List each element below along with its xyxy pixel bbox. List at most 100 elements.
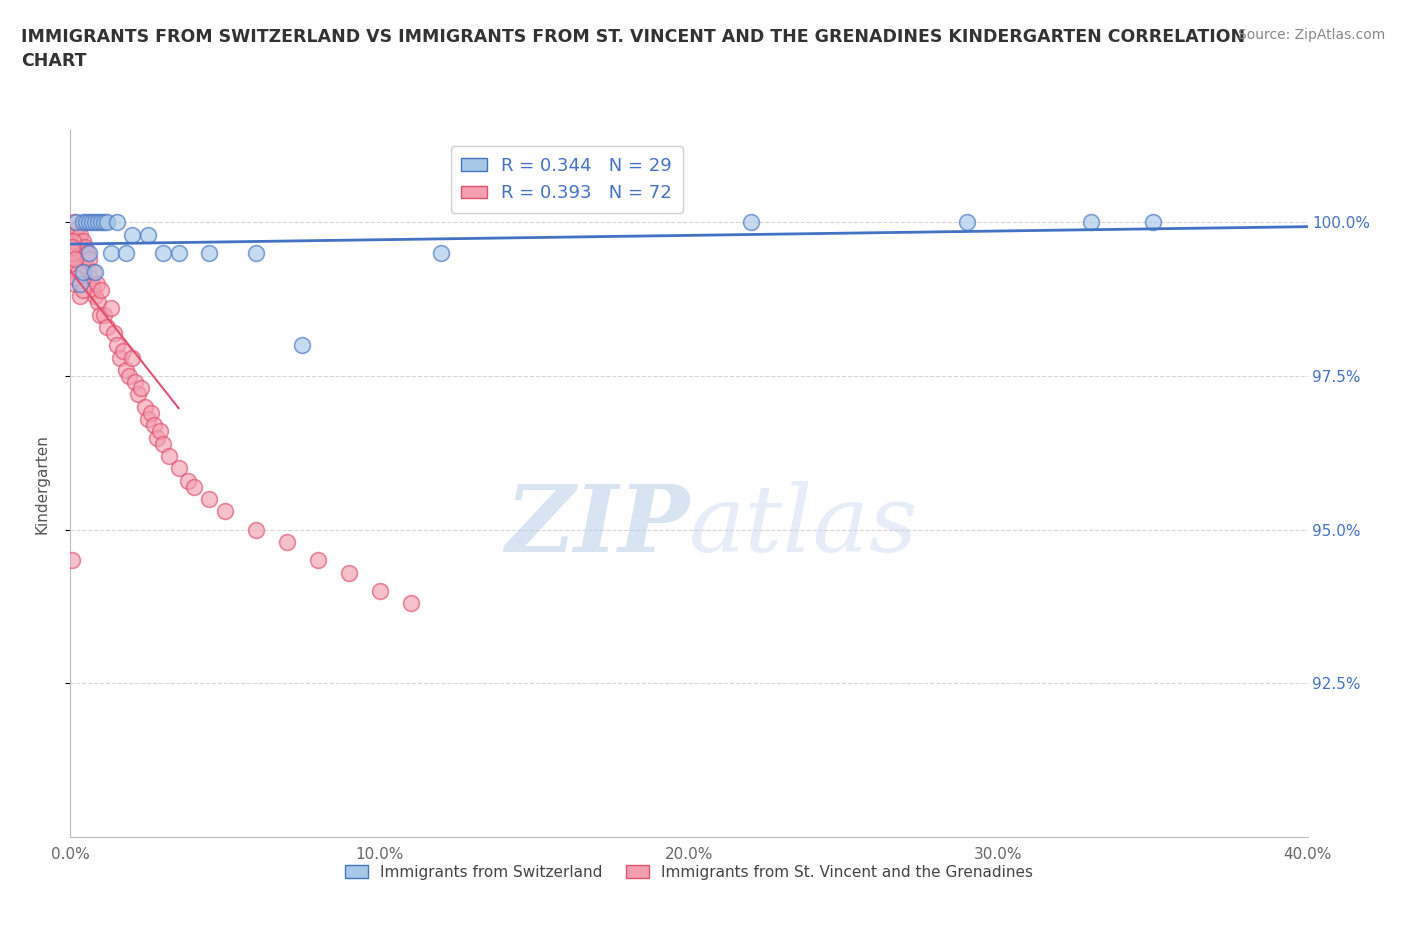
Point — [67, 252, 90, 267]
Point — [124, 375, 146, 390]
Point — [105, 215, 128, 230]
Point — [96, 215, 118, 230]
Text: atlas: atlas — [689, 481, 918, 571]
Point — [69, 246, 91, 260]
Point — [75, 215, 97, 230]
Point — [80, 276, 103, 291]
Point — [80, 215, 103, 230]
Point — [75, 258, 97, 272]
Point — [245, 246, 267, 260]
Point — [152, 436, 174, 451]
Point — [430, 246, 453, 260]
Point — [72, 283, 94, 298]
Point — [177, 473, 200, 488]
Point — [146, 430, 169, 445]
Point — [72, 233, 94, 248]
Point — [70, 240, 93, 255]
Point — [368, 584, 391, 599]
Point — [157, 448, 180, 463]
Point — [183, 479, 205, 494]
Point — [105, 338, 128, 352]
Point — [93, 307, 115, 322]
Point — [62, 246, 84, 260]
Point — [167, 246, 190, 260]
Point — [87, 215, 110, 230]
Point — [79, 271, 101, 286]
Point — [63, 233, 86, 248]
Point — [149, 424, 172, 439]
Point — [72, 264, 94, 279]
Point — [115, 246, 138, 260]
Point — [82, 283, 105, 298]
Point — [76, 246, 98, 260]
Point — [72, 215, 94, 230]
Text: Source: ZipAtlas.com: Source: ZipAtlas.com — [1237, 28, 1385, 42]
Point — [77, 264, 100, 279]
Point — [65, 215, 87, 230]
Point — [62, 233, 84, 248]
Point — [100, 301, 122, 316]
Point — [63, 276, 86, 291]
Point — [291, 338, 314, 352]
Point — [337, 565, 360, 580]
Point — [118, 368, 141, 383]
Point — [245, 523, 267, 538]
Point — [84, 288, 107, 303]
Point — [69, 288, 91, 303]
Point — [103, 326, 125, 340]
Point — [134, 399, 156, 414]
Point — [89, 307, 111, 322]
Point — [100, 246, 122, 260]
Point — [63, 252, 86, 267]
Point — [77, 246, 100, 260]
Point — [276, 535, 298, 550]
Point — [142, 418, 165, 432]
Point — [399, 596, 422, 611]
Point — [60, 227, 83, 242]
Point — [69, 227, 91, 242]
Point — [1142, 215, 1164, 230]
Y-axis label: Kindergarten: Kindergarten — [35, 433, 49, 534]
Text: IMMIGRANTS FROM SWITZERLAND VS IMMIGRANTS FROM ST. VINCENT AND THE GRENADINES KI: IMMIGRANTS FROM SWITZERLAND VS IMMIGRANT… — [21, 28, 1246, 70]
Point — [86, 276, 108, 291]
Point — [62, 258, 84, 272]
Point — [67, 264, 90, 279]
Point — [198, 246, 221, 260]
Point — [90, 283, 112, 298]
Legend: Immigrants from Switzerland, Immigrants from St. Vincent and the Grenadines: Immigrants from Switzerland, Immigrants … — [339, 858, 1039, 886]
Point — [96, 319, 118, 334]
Point — [111, 344, 134, 359]
Point — [307, 553, 329, 568]
Point — [82, 264, 104, 279]
Point — [60, 553, 83, 568]
Point — [73, 252, 96, 267]
Point — [87, 295, 110, 310]
Point — [136, 412, 159, 427]
Point — [956, 215, 979, 230]
Point — [198, 492, 221, 507]
Point — [69, 276, 91, 291]
Point — [121, 227, 143, 242]
Point — [77, 215, 100, 230]
Point — [108, 351, 131, 365]
Point — [63, 215, 86, 230]
Point — [121, 351, 143, 365]
Point — [75, 240, 97, 255]
Point — [62, 246, 84, 260]
Point — [65, 227, 87, 242]
Point — [70, 258, 93, 272]
Point — [136, 227, 159, 242]
Point — [90, 215, 112, 230]
Text: ZIP: ZIP — [505, 481, 689, 571]
Point — [65, 240, 87, 255]
Point — [72, 246, 94, 260]
Point — [84, 215, 107, 230]
Point — [139, 405, 162, 420]
Point — [79, 252, 101, 267]
Point — [65, 271, 87, 286]
Point — [1080, 215, 1102, 230]
Point — [115, 363, 138, 378]
Point — [214, 504, 236, 519]
Point — [740, 215, 762, 230]
Point — [131, 381, 153, 396]
